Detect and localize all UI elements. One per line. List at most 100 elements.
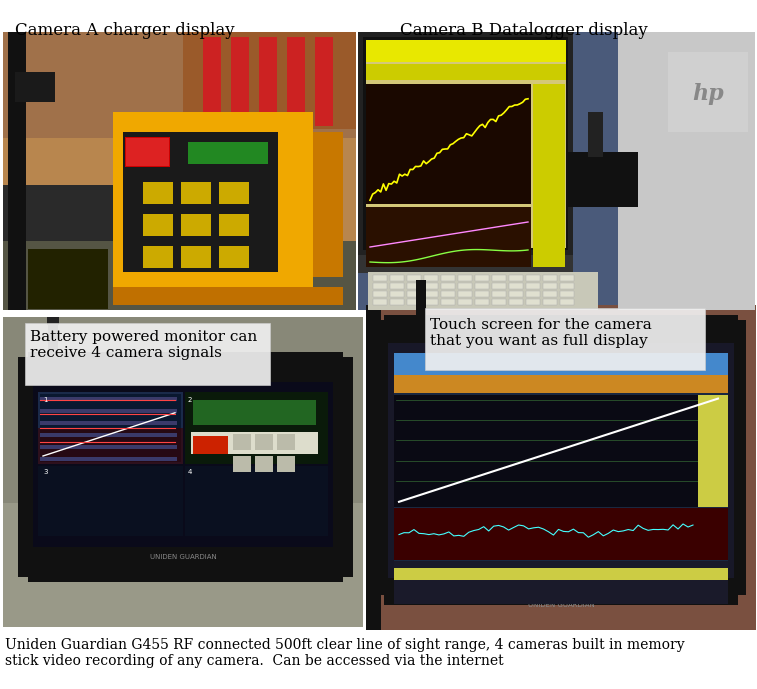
Bar — [560, 299, 574, 305]
Bar — [441, 275, 455, 281]
Bar — [358, 32, 573, 255]
Bar — [560, 291, 574, 297]
Text: hp: hp — [692, 83, 724, 105]
Bar — [255, 456, 273, 472]
Bar — [181, 182, 211, 204]
Bar — [113, 287, 343, 305]
Bar — [183, 32, 356, 130]
Bar — [394, 561, 728, 604]
Bar — [560, 283, 574, 289]
Bar — [40, 394, 181, 462]
Bar — [441, 291, 455, 297]
Text: Battery powered monitor can
receive 4 camera signals: Battery powered monitor can receive 4 ca… — [30, 330, 257, 360]
Bar — [376, 320, 746, 595]
Bar — [123, 132, 278, 272]
Bar — [28, 352, 343, 582]
Bar — [475, 299, 489, 305]
Bar — [543, 283, 557, 289]
Bar — [233, 434, 251, 450]
Bar — [424, 291, 438, 297]
Bar — [255, 434, 273, 450]
Bar — [366, 40, 566, 248]
Bar — [394, 375, 728, 393]
Bar — [425, 308, 705, 370]
Bar — [407, 291, 421, 297]
Bar — [384, 315, 738, 605]
Bar — [3, 317, 363, 627]
Bar — [698, 395, 728, 507]
Text: UNIDEN GUARDIAN: UNIDEN GUARDIAN — [528, 602, 594, 608]
Bar — [394, 353, 728, 568]
Bar — [526, 283, 540, 289]
Bar — [358, 32, 755, 310]
Bar — [40, 421, 177, 425]
Bar — [458, 299, 472, 305]
Bar — [8, 32, 26, 310]
Bar — [509, 283, 523, 289]
Bar — [33, 547, 333, 565]
Bar — [40, 409, 177, 413]
Bar — [492, 299, 506, 305]
Bar — [458, 283, 472, 289]
Bar — [394, 508, 728, 559]
Bar — [526, 275, 540, 281]
Bar — [407, 275, 421, 281]
Text: UNIDEN GUARDIAN: UNIDEN GUARDIAN — [150, 554, 217, 560]
Bar — [185, 392, 328, 464]
Bar — [18, 357, 353, 577]
Bar — [390, 299, 404, 305]
Bar — [394, 395, 728, 507]
Bar — [315, 37, 333, 126]
Bar — [287, 37, 305, 126]
Bar — [366, 64, 566, 80]
Bar — [441, 299, 455, 305]
Bar — [588, 112, 603, 157]
Bar — [40, 397, 177, 401]
Bar — [366, 207, 531, 267]
Bar — [543, 291, 557, 297]
Bar — [143, 246, 173, 268]
Bar — [219, 246, 249, 268]
Bar — [416, 280, 426, 325]
Bar — [394, 568, 728, 580]
Bar — [373, 283, 387, 289]
Bar — [475, 291, 489, 297]
Bar — [475, 283, 489, 289]
Bar — [668, 52, 748, 132]
Bar — [526, 299, 540, 305]
Text: 1: 1 — [43, 397, 48, 403]
Bar — [3, 240, 356, 310]
Bar — [47, 317, 59, 325]
Bar — [560, 275, 574, 281]
Bar — [259, 37, 277, 126]
Bar — [3, 32, 356, 138]
Bar — [618, 32, 755, 310]
Bar — [358, 255, 573, 273]
Bar — [3, 32, 356, 310]
Bar — [373, 291, 387, 297]
Bar — [509, 299, 523, 305]
Text: 4: 4 — [188, 469, 192, 475]
Bar — [475, 275, 489, 281]
Bar — [231, 37, 249, 126]
Bar — [203, 37, 221, 126]
Bar — [40, 445, 177, 449]
Bar — [407, 299, 421, 305]
Text: 2: 2 — [188, 397, 192, 403]
Bar — [509, 291, 523, 297]
Bar — [40, 433, 177, 437]
Bar — [366, 40, 566, 62]
Bar — [188, 142, 268, 164]
Bar — [509, 275, 523, 281]
Bar — [277, 456, 295, 472]
Bar — [181, 214, 211, 236]
Bar — [568, 152, 638, 207]
Bar — [313, 132, 343, 277]
Bar — [38, 392, 183, 464]
Bar — [388, 343, 734, 578]
Bar — [126, 138, 169, 166]
Bar — [533, 84, 565, 267]
Bar — [407, 283, 421, 289]
Bar — [125, 137, 170, 167]
Bar — [25, 323, 270, 385]
